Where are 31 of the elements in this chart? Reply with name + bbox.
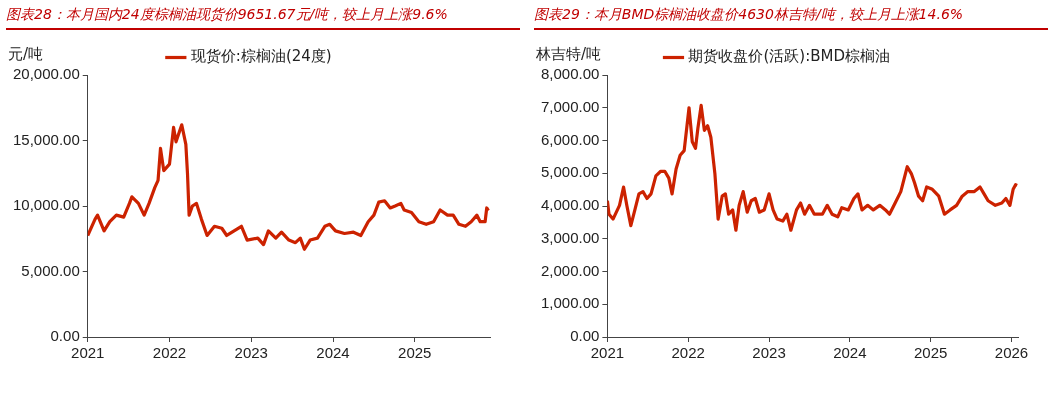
x-tick-label: 2021: [71, 344, 105, 362]
y-tick-label: 3,000.00: [541, 228, 600, 246]
y-tick-label: 6,000.00: [541, 130, 600, 148]
legend-label: 期货收盘价(活跃):BMD棕榈油: [688, 47, 891, 66]
x-tick-label: 2021: [590, 344, 625, 362]
y-tick-label: 2,000.00: [541, 261, 600, 279]
y-tick-label: 5,000.00: [21, 261, 80, 279]
y-tick-label: 4,000.00: [541, 196, 600, 214]
chart-title: 图表29：本月BMD棕榈油收盘价4630林吉特/吨，较上月上涨14.6%: [534, 0, 1048, 30]
x-tick-label: 2026: [994, 344, 1029, 362]
x-tick-label: 2023: [234, 344, 268, 362]
y-tick-label: 20,000.00: [13, 65, 80, 83]
y-tick-label: 8,000.00: [541, 65, 600, 83]
y-tick-label: 0.00: [50, 327, 80, 345]
y-tick-label: 15,000.00: [13, 130, 80, 148]
x-tick-label: 2024: [833, 344, 867, 362]
y-axis-title: 林吉特/吨: [535, 45, 602, 64]
y-tick-label: 1,000.00: [541, 294, 600, 312]
x-tick-label: 2023: [752, 344, 786, 362]
chart-title: 图表28：本月国内24度棕榈油现货价9651.67元/吨，较上月上涨9.6%: [6, 0, 520, 30]
y-axis-title: 元/吨: [8, 45, 44, 64]
legend-label: 现货价:棕榈油(24度): [190, 47, 332, 66]
y-tick-label: 7,000.00: [541, 97, 600, 115]
x-tick-label: 2022: [671, 344, 705, 362]
x-tick-label: 2024: [316, 344, 350, 362]
x-tick-label: 2025: [398, 344, 432, 362]
y-tick-label: 5,000.00: [541, 163, 600, 181]
y-tick-label: 10,000.00: [13, 196, 80, 214]
x-tick-label: 2025: [914, 344, 948, 362]
x-tick-label: 2022: [152, 344, 187, 362]
y-tick-label: 0.00: [570, 327, 600, 345]
